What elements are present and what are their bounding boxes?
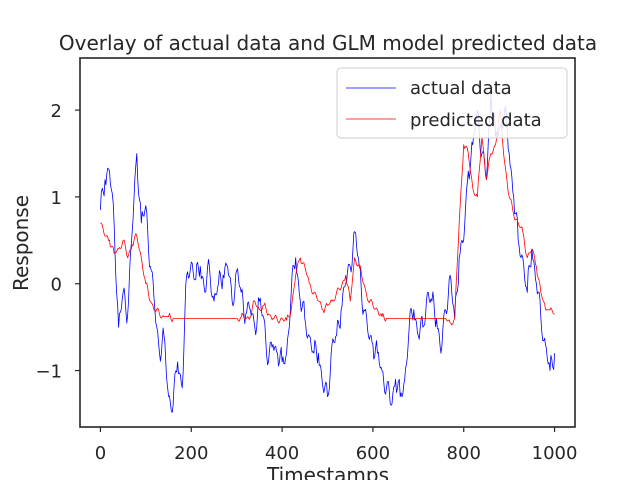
- x-tick-label: 400: [265, 443, 299, 464]
- y-tick-label: 0: [51, 275, 62, 296]
- y-tick-label: 1: [51, 188, 62, 209]
- x-tick-label: 800: [447, 443, 481, 464]
- x-tick-label: 200: [174, 443, 208, 464]
- legend-label-actual-data: actual data: [410, 78, 512, 99]
- legend-label-predicted-data: predicted data: [410, 110, 542, 131]
- y-tick-label: −1: [35, 362, 62, 383]
- y-axis-label: Response: [9, 195, 33, 291]
- x-tick-label: 0: [95, 443, 106, 464]
- x-tick-label: 600: [356, 443, 390, 464]
- chart-title: Overlay of actual data and GLM model pre…: [59, 31, 597, 55]
- x-tick-label: 1000: [532, 443, 578, 464]
- y-tick-label: 2: [51, 101, 62, 122]
- x-axis-label: Timestamps: [266, 463, 389, 480]
- legend: actual data predicted data: [337, 68, 567, 138]
